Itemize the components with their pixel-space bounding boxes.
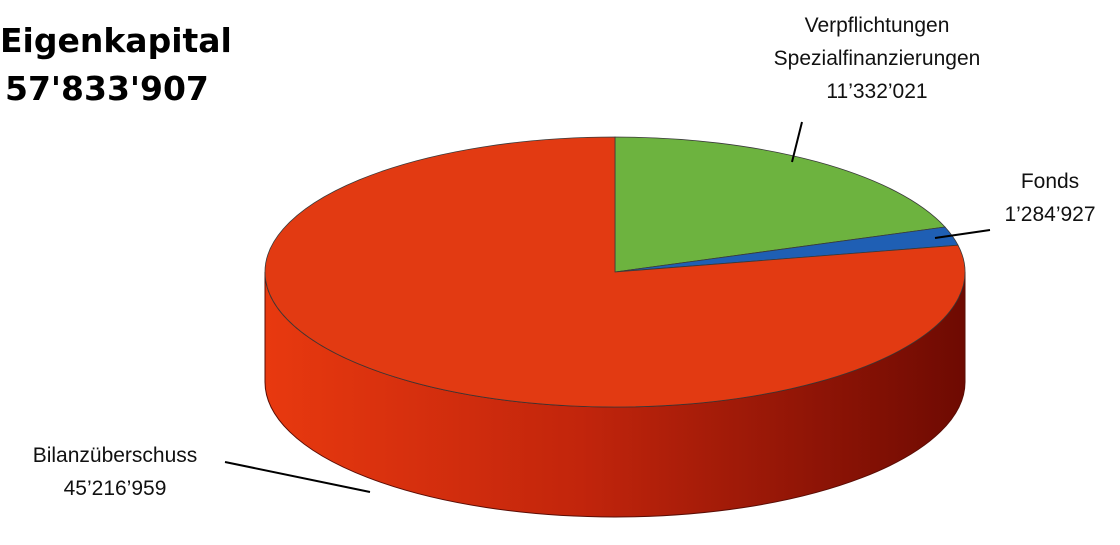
- slice-value-label-2: 45’216’959: [64, 477, 167, 500]
- pie-top-group: [264, 136, 966, 408]
- slice-name-label-1: Fonds: [1021, 170, 1079, 193]
- slice-name-label-0: Verpflichtungen: [805, 14, 950, 37]
- slice-value-label-1: 1’284’927: [1004, 203, 1095, 226]
- leader-lines: [224, 121, 991, 493]
- pie-slice-2: [264, 136, 966, 408]
- slice-name-label-0: Spezialfinanzierungen: [774, 47, 981, 70]
- leader-line-2: [224, 461, 371, 493]
- slice-value-label-0: 11’332’021: [826, 80, 927, 103]
- slice-name-label-2: Bilanzüberschuss: [33, 444, 198, 467]
- slice-labels: Verpflichtungen Spezialfinanzierungen 11’3…: [33, 14, 1096, 500]
- chart-total: 57'833'907: [5, 69, 209, 108]
- leader-line-1: [934, 229, 991, 239]
- chart-title: Eigenkapital: [0, 21, 232, 60]
- leader-line-0: [791, 121, 803, 163]
